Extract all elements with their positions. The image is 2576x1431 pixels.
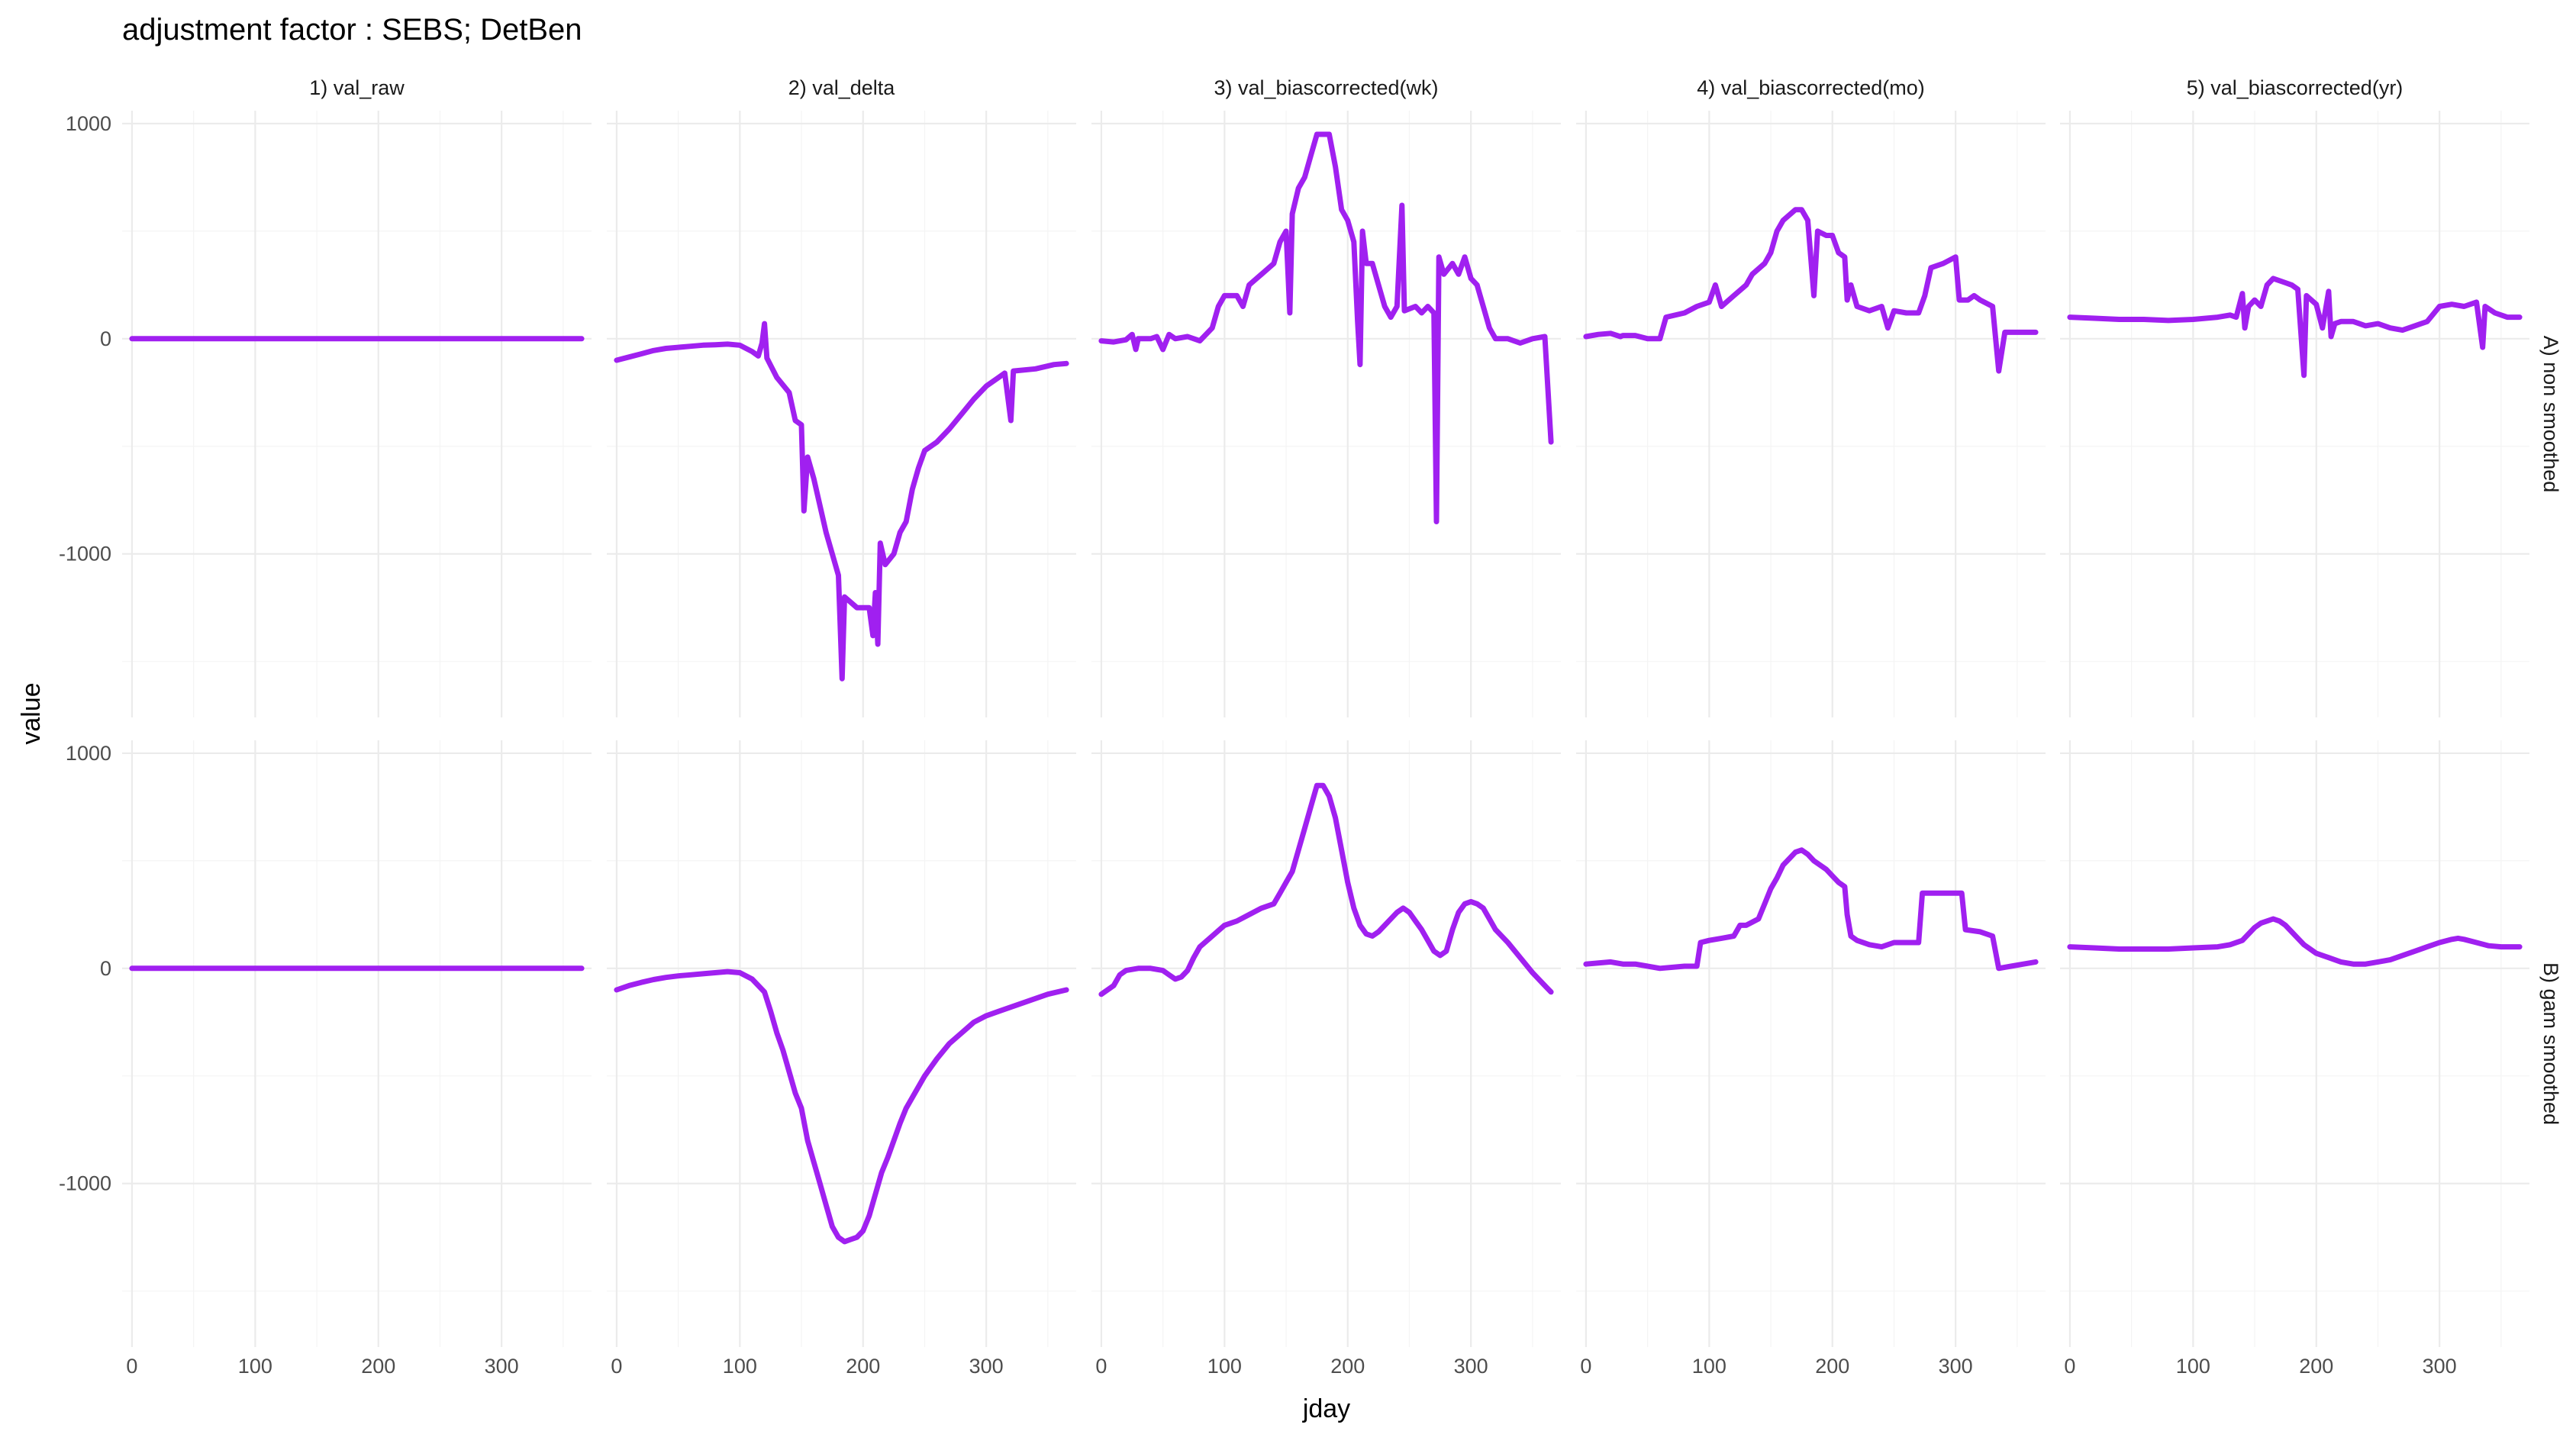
series-line-r0-c2 <box>1098 131 1554 524</box>
x-tick-label: 300 <box>2423 1355 2457 1378</box>
x-tick-label: 300 <box>969 1355 1004 1378</box>
x-tick-label: 200 <box>846 1355 880 1378</box>
x-tick-label: 0 <box>611 1355 622 1378</box>
panel-grid-r0-c0 <box>122 111 592 717</box>
column-strip-label: 1) val_raw <box>309 76 405 99</box>
x-tick-label: 200 <box>2299 1355 2333 1378</box>
panel-grid-r1-c1 <box>607 740 1076 1347</box>
chart-title: adjustment factor : SEBS; DetBen <box>122 13 582 47</box>
series-line-r0-c4 <box>2067 276 2523 379</box>
x-tick-label: 0 <box>2064 1355 2075 1378</box>
column-strip-label: 4) val_biascorrected(mo) <box>1697 76 1925 99</box>
panel-grid-r0-c3 <box>1576 111 2046 717</box>
series-line-r1-c1 <box>614 969 1069 1245</box>
x-tick-label: 300 <box>485 1355 519 1378</box>
series-line-r1-c2 <box>1098 782 1554 998</box>
series-line-r0-c3 <box>1583 207 2039 374</box>
y-axis-label: value <box>17 682 46 744</box>
x-tick-label: 100 <box>1207 1355 1242 1378</box>
x-tick-label: 100 <box>2176 1355 2210 1378</box>
x-tick-label: 0 <box>126 1355 137 1378</box>
x-tick-label: 200 <box>361 1355 395 1378</box>
panel-grid-r0-c2 <box>1091 111 1561 717</box>
x-axis-label: jday <box>1302 1394 1350 1423</box>
x-tick-label: 100 <box>1692 1355 1726 1378</box>
y-tick-label: 1000 <box>66 742 111 765</box>
column-strip-label: 3) val_biascorrected(wk) <box>1214 76 1438 99</box>
series-line-r0-c1 <box>614 321 1069 682</box>
x-tick-label: 200 <box>1815 1355 1849 1378</box>
x-tick-label: 0 <box>1095 1355 1107 1378</box>
panel-grid-r1-c2 <box>1091 740 1561 1347</box>
x-tick-label: 200 <box>1330 1355 1365 1378</box>
x-tick-label: 300 <box>1454 1355 1488 1378</box>
series-line-r1-c4 <box>2067 916 2523 967</box>
y-tick-label: 0 <box>100 327 111 350</box>
panel-grid-r1-c4 <box>2060 740 2529 1347</box>
row-strip-label: B) gam smoothed <box>2539 962 2562 1125</box>
series-line-r1-c3 <box>1583 847 2039 972</box>
y-tick-label: -1000 <box>59 543 111 566</box>
column-strip-label: 2) val_delta <box>788 76 896 99</box>
row-strip-label: A) non smoothed <box>2539 336 2562 493</box>
column-strip-label: 5) val_biascorrected(yr) <box>2187 76 2404 99</box>
x-tick-label: 100 <box>238 1355 272 1378</box>
panel-grid-r1-c3 <box>1576 740 2046 1347</box>
y-tick-label: 0 <box>100 957 111 980</box>
panel-grid-r1-c0 <box>122 740 592 1347</box>
x-tick-label: 300 <box>1939 1355 1973 1378</box>
x-tick-label: 0 <box>1580 1355 1591 1378</box>
panel-grid-r0-c4 <box>2060 111 2529 717</box>
panel-grid-r0-c1 <box>607 111 1076 717</box>
x-tick-label: 100 <box>723 1355 757 1378</box>
y-tick-label: 1000 <box>66 112 111 135</box>
y-tick-label: -1000 <box>59 1172 111 1195</box>
